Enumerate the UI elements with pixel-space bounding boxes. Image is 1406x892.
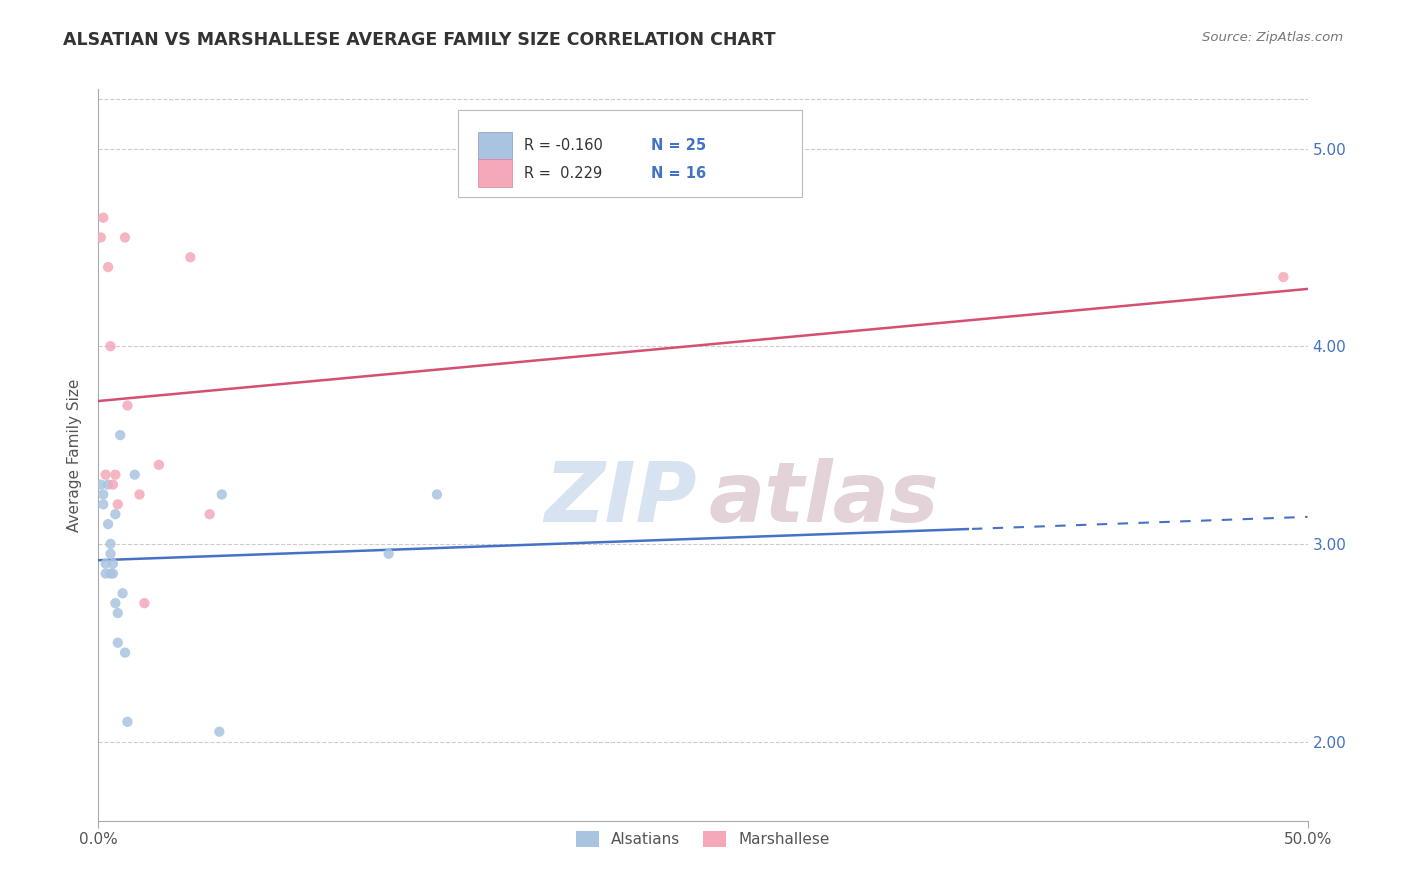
- Point: [100, 566, 122, 581]
- Point: [100, 537, 122, 551]
- Point: [90, 477, 112, 491]
- Point: [104, 596, 127, 610]
- Point: [208, 724, 231, 739]
- Text: N = 25: N = 25: [651, 138, 706, 153]
- Point: [377, 547, 399, 561]
- Point: [97, 517, 120, 532]
- FancyBboxPatch shape: [457, 111, 803, 197]
- Point: [101, 566, 124, 581]
- Point: [91, 497, 114, 511]
- Text: Source: ZipAtlas.com: Source: ZipAtlas.com: [1202, 31, 1343, 45]
- Point: [101, 477, 124, 491]
- Point: [90, 230, 112, 244]
- Point: [107, 636, 129, 650]
- Point: [101, 557, 124, 571]
- Point: [100, 339, 122, 353]
- Point: [100, 547, 122, 561]
- Point: [1272, 270, 1295, 285]
- Point: [94, 467, 117, 482]
- FancyBboxPatch shape: [478, 160, 512, 187]
- Point: [104, 507, 127, 521]
- Y-axis label: Average Family Size: Average Family Size: [67, 378, 83, 532]
- Point: [97, 477, 120, 491]
- Point: [114, 230, 136, 244]
- Text: R =  0.229: R = 0.229: [524, 166, 602, 181]
- FancyBboxPatch shape: [478, 132, 512, 160]
- Point: [179, 250, 201, 264]
- Point: [128, 487, 150, 501]
- Point: [198, 507, 221, 521]
- Point: [91, 487, 114, 501]
- Text: ALSATIAN VS MARSHALLESE AVERAGE FAMILY SIZE CORRELATION CHART: ALSATIAN VS MARSHALLESE AVERAGE FAMILY S…: [63, 31, 776, 49]
- Legend: Alsatians, Marshallese: Alsatians, Marshallese: [569, 825, 837, 854]
- Point: [97, 260, 120, 274]
- Point: [91, 211, 114, 225]
- Point: [94, 557, 117, 571]
- Point: [148, 458, 170, 472]
- Text: ZIP: ZIP: [544, 458, 697, 540]
- Text: N = 16: N = 16: [651, 166, 706, 181]
- Text: atlas: atlas: [709, 458, 939, 540]
- Point: [111, 586, 134, 600]
- Point: [107, 606, 129, 620]
- Point: [211, 487, 233, 501]
- Point: [94, 566, 117, 581]
- Point: [114, 646, 136, 660]
- Point: [117, 399, 139, 413]
- Text: R = -0.160: R = -0.160: [524, 138, 603, 153]
- Point: [134, 596, 156, 610]
- Point: [108, 428, 131, 442]
- Point: [124, 467, 146, 482]
- Point: [107, 497, 129, 511]
- Point: [104, 467, 127, 482]
- Point: [117, 714, 139, 729]
- Point: [426, 487, 449, 501]
